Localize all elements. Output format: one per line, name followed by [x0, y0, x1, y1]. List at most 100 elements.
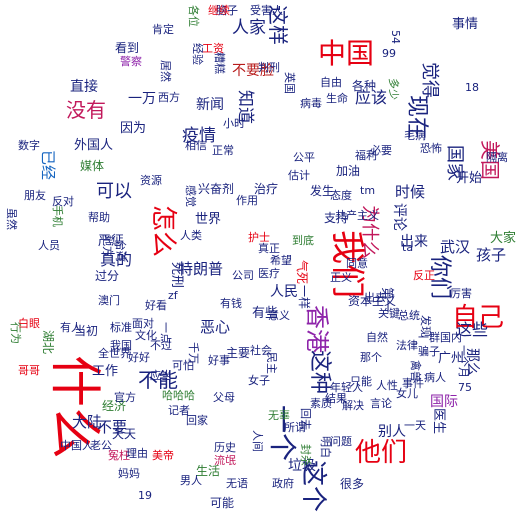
cloud-word: 19	[138, 489, 152, 502]
cloud-word: 兴奋剂	[198, 182, 235, 196]
cloud-word: 妈妈	[118, 467, 140, 480]
cloud-word: 新闻	[196, 97, 224, 113]
cloud-word: 可以	[96, 181, 132, 202]
cloud-word: 一群	[418, 331, 440, 344]
cloud-word: 中国人	[60, 439, 93, 452]
cloud-word: 99	[382, 47, 396, 60]
cloud-word: 人性	[376, 379, 398, 392]
cloud-word: 恶心	[200, 318, 231, 336]
cloud-word: 不要脸	[232, 63, 274, 79]
cloud-word: 公平	[293, 151, 315, 164]
cloud-word: 一个月	[457, 345, 470, 378]
cloud-word: 人家	[232, 18, 266, 38]
cloud-word: 资源	[140, 174, 162, 187]
cloud-word: 54	[389, 30, 402, 44]
cloud-word: 无辜	[268, 409, 290, 422]
cloud-word: 只能	[350, 375, 372, 388]
cloud-word: 发现	[419, 315, 432, 337]
cloud-word: 18	[465, 81, 479, 94]
cloud-word: 受害人	[250, 4, 283, 17]
cloud-word: 民主	[265, 352, 278, 374]
cloud-word: 哥哥	[18, 364, 40, 377]
cloud-word: 美帝	[152, 449, 174, 462]
cloud-word: 有些	[252, 306, 279, 321]
cloud-word: 朋友	[24, 189, 46, 202]
cloud-word: 外国人	[74, 138, 114, 153]
cloud-word: 自然	[366, 331, 388, 344]
cloud-word: 总统	[398, 309, 420, 322]
cloud-word: ta	[402, 241, 414, 254]
cloud-word: 资本主义	[348, 294, 397, 308]
cloud-word: 结果	[325, 392, 347, 405]
cloud-word: 共产主义	[335, 209, 379, 222]
cloud-word: 自己	[452, 303, 505, 333]
cloud-word: 人民	[270, 284, 298, 300]
cloud-word: 政府	[272, 477, 294, 490]
cloud-word: 大家	[490, 231, 517, 246]
cloud-word: 医生	[431, 408, 446, 435]
cloud-word: 媒体	[80, 159, 105, 173]
cloud-word: 有人	[60, 321, 82, 334]
cloud-word: 真的	[100, 250, 133, 269]
cloud-word: 关键	[378, 307, 400, 320]
cloud-word: 我国	[110, 339, 132, 352]
cloud-word: 女儿	[396, 387, 418, 400]
cloud-word: 很多	[340, 477, 365, 491]
cloud-word: 应当	[150, 369, 172, 382]
cloud-word: 国内	[440, 331, 462, 344]
cloud-word: 毛病	[404, 129, 426, 142]
cloud-word: 治疗	[254, 182, 279, 196]
cloud-word: 素质	[310, 397, 332, 410]
cloud-word: 死刑	[169, 262, 184, 289]
cloud-word: 理由	[126, 447, 148, 460]
cloud-word: 好看	[145, 299, 167, 312]
cloud-word: 判刑	[258, 61, 280, 74]
cloud-word: 事件	[402, 377, 424, 390]
cloud-word: 特朗普	[178, 260, 224, 278]
cloud-word: 正义	[330, 271, 352, 284]
cloud-word: 标准	[110, 321, 132, 334]
cloud-word: 人间	[251, 430, 264, 452]
cloud-word: 人类	[180, 229, 202, 242]
cloud-word: 哈哈哈	[162, 389, 195, 402]
cloud-word: 态度	[330, 189, 352, 202]
cloud-word: 不要	[97, 418, 128, 436]
cloud-word: 发生	[310, 184, 335, 198]
cloud-word: 一点	[159, 322, 172, 344]
cloud-word: 真正	[258, 242, 280, 255]
cloud-word: 警察	[120, 55, 142, 68]
cloud-word: 父母	[213, 391, 235, 404]
cloud-word: 各种	[352, 79, 377, 93]
cloud-word: 评论	[391, 203, 407, 231]
cloud-word: 行为	[9, 322, 22, 344]
cloud-word: 相信	[185, 139, 207, 152]
cloud-word: 男人	[180, 474, 202, 487]
cloud-word: 虽然	[5, 208, 18, 230]
cloud-word: 隔离	[486, 151, 508, 164]
cloud-word: 各位	[187, 5, 200, 27]
cloud-word: 自由	[320, 76, 342, 89]
cloud-word: 多少	[387, 78, 400, 100]
cloud-word: 冤枉	[108, 449, 130, 462]
cloud-word: 经验	[191, 43, 204, 65]
cloud-word: 同意	[346, 257, 368, 270]
cloud-word: 主要	[226, 346, 251, 360]
cloud-word: 出来	[400, 234, 428, 250]
cloud-word: 公司	[232, 269, 254, 282]
cloud-word: 因为	[120, 121, 147, 136]
cloud-word: 这种	[307, 350, 332, 395]
cloud-word: 病人	[424, 371, 446, 384]
cloud-word: 官方	[114, 391, 136, 404]
cloud-word: 疫情	[182, 126, 216, 146]
cloud-word: 他们	[355, 438, 408, 468]
cloud-word: 工资	[202, 42, 224, 55]
cloud-word: 事情	[452, 17, 479, 32]
cloud-word: 记者	[168, 404, 190, 417]
cloud-word: 正常	[212, 144, 234, 157]
cloud-word: 问题	[330, 435, 352, 448]
cloud-word: 作用	[236, 194, 258, 207]
cloud-word: 西方	[158, 91, 180, 104]
cloud-word: 估计	[288, 169, 310, 182]
cloud-word: 生命	[326, 92, 348, 105]
cloud-word: 无语	[226, 477, 248, 490]
